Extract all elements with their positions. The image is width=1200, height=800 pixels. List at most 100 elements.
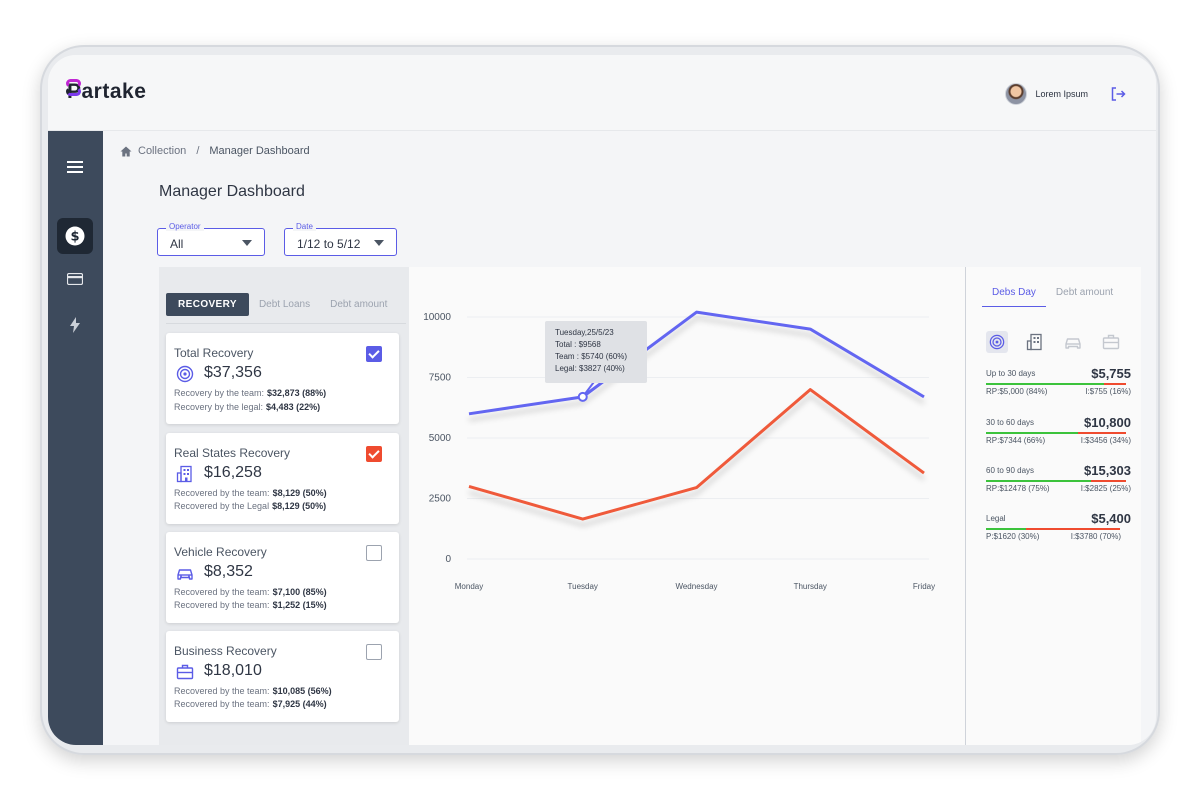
breadcrumb-home[interactable]: Collection [138, 145, 187, 157]
tooltip-team: Team : $5740 (60%) [555, 352, 628, 361]
briefcase-icon [176, 664, 194, 680]
target-icon [176, 365, 194, 383]
x-tick-label: Wednesday [675, 582, 717, 591]
chevron-down-icon [242, 240, 252, 246]
x-tick-label: Friday [913, 582, 935, 591]
category-business[interactable] [1100, 331, 1122, 353]
date-label: Date [293, 222, 316, 231]
car-icon [1065, 338, 1081, 349]
breadcrumb-separator: / [196, 145, 200, 157]
brand-name: Partake [67, 80, 147, 103]
menu-button[interactable] [57, 149, 93, 185]
y-tick-label: 0 [445, 554, 451, 565]
stat-value: $5,400 [1091, 511, 1131, 526]
sidebar: $ [48, 131, 103, 745]
operator-label: Operator [166, 222, 204, 231]
summary-tabs: Debs Day Debt amount [982, 287, 1123, 307]
category-all[interactable] [986, 331, 1008, 353]
stat-progress-fill [986, 432, 1079, 434]
stat-label: 30 to 60 days [986, 418, 1035, 427]
recovery-tabs: RECOVERY Debt Loans Debt amount [166, 293, 397, 316]
tab-recovery[interactable]: RECOVERY [166, 293, 249, 316]
credit-card-icon [67, 273, 83, 285]
stat-value: $15,303 [1084, 463, 1131, 478]
y-tick-label: 10000 [423, 312, 451, 323]
chart-tooltip: Tuesday,25/5/23 Total : $9568 Team : $57… [545, 321, 647, 383]
stat-progress-fill [986, 383, 1104, 385]
building-icon [1026, 333, 1042, 351]
stat-left-detail: RP:$12478 (75%) [986, 484, 1050, 493]
card-checkbox[interactable] [366, 644, 382, 660]
card-checkbox[interactable] [366, 446, 382, 462]
card-detail-row: Recovery by the team: $32,873 (88%) [174, 388, 327, 398]
stat-right-detail: I:$3780 (70%) [1070, 532, 1121, 541]
stat-right-detail: I:$3456 (34%) [1080, 436, 1131, 445]
category-vehicle[interactable] [1062, 331, 1084, 353]
card-detail-row: Recovered by the team: $7,100 (85%) [174, 587, 327, 597]
avatar[interactable] [1005, 83, 1028, 105]
operator-value: All [170, 237, 184, 251]
stat-label: 60 to 90 days [986, 466, 1035, 475]
tab-debs-day[interactable]: Debs Day [982, 287, 1046, 307]
card-checkbox[interactable] [366, 545, 382, 561]
category-real-estate[interactable] [1024, 331, 1046, 353]
series-line-2 [468, 388, 925, 521]
stat-left-detail: P:$1620 (30%) [986, 532, 1040, 541]
hamburger-icon [67, 161, 83, 173]
card-title: Vehicle Recovery [174, 545, 267, 559]
briefcase-icon [1102, 334, 1120, 350]
x-tick-label: Monday [455, 582, 483, 591]
breadcrumb-current: Manager Dashboard [209, 145, 310, 157]
lightning-icon [70, 317, 80, 333]
card-real-states-recovery[interactable]: Real States Recovery $16,258 Recovered b… [166, 433, 399, 524]
user-name: Lorem Ipsum [1035, 89, 1088, 99]
debt-summary-panel: Debs Day Debt amount [965, 267, 1141, 745]
stat-progress-bar [986, 383, 1126, 385]
stat-left-detail: RP:$7344 (66%) [986, 436, 1046, 445]
card-total-recovery[interactable]: Total Recovery $37,356 Recovery by the t… [166, 333, 399, 424]
data-point-highlight[interactable] [577, 391, 588, 402]
card-checkbox[interactable] [366, 346, 382, 362]
stat-progress-fill [986, 528, 1027, 530]
tab-debt-loans[interactable]: Debt Loans [258, 299, 311, 310]
card-detail-row: Recovered by the team: $10,085 (56%) [174, 686, 332, 696]
chart-panel: 10000 7500 5000 2500 0 Monday Tuesday Wednesda… [409, 267, 1141, 745]
app-screen: Partake Lorem Ipsum $ Collection / [48, 55, 1156, 745]
tooltip-date: Tuesday,25/5/23 [555, 328, 614, 337]
card-amount: $8,352 [204, 563, 253, 580]
tab-debt-amount[interactable]: Debt amount [1055, 287, 1114, 298]
sidebar-item-activity[interactable] [57, 307, 93, 343]
stat-label: Legal [986, 514, 1006, 523]
card-amount: $18,010 [204, 662, 262, 679]
stat-right-detail: I:$755 (16%) [1085, 387, 1131, 396]
card-business-recovery[interactable]: Business Recovery $18,010 Recovered by t… [166, 631, 399, 722]
page-title: Manager Dashboard [159, 183, 305, 200]
brand-logo[interactable]: Partake [66, 79, 146, 104]
card-detail-row: Recovered by the team: $1,252 (15%) [174, 600, 327, 610]
card-amount: $37,356 [204, 364, 262, 381]
x-tick-label: Thursday [794, 582, 827, 591]
tab-debt-amount[interactable]: Debt amount [330, 299, 388, 310]
stat-right-detail: I:$2825 (25%) [1080, 484, 1131, 493]
sidebar-item-recovery[interactable]: $ [57, 218, 93, 254]
card-vehicle-recovery[interactable]: Vehicle Recovery $8,352 Recovered by the… [166, 532, 399, 623]
top-bar: Partake Lorem Ipsum [48, 55, 1156, 131]
card-title: Total Recovery [174, 346, 254, 360]
card-detail-row: Recovered by the team: $7,925 (44%) [174, 699, 327, 709]
operator-select[interactable]: Operator All [157, 222, 265, 256]
stat-progress-bar [986, 432, 1126, 434]
tooltip-legal: Legal: $3827 (40%) [555, 364, 625, 373]
stat-progress-bar [986, 528, 1120, 530]
svg-text:$: $ [70, 230, 79, 245]
home-icon[interactable] [120, 146, 132, 157]
logout-icon[interactable] [1110, 86, 1126, 102]
stat-progress-fill [986, 480, 1091, 482]
category-icons [986, 331, 1122, 353]
tab-divider [166, 323, 406, 324]
sidebar-item-payments[interactable] [57, 261, 93, 297]
stat-left-detail: RP:$5,000 (84%) [986, 387, 1048, 396]
date-select[interactable]: Date 1/12 to 5/12 [284, 222, 397, 256]
card-amount: $16,258 [204, 464, 262, 481]
card-detail-row: Recovered by the Legal $8,129 (50%) [174, 501, 327, 511]
building-icon [176, 465, 192, 483]
